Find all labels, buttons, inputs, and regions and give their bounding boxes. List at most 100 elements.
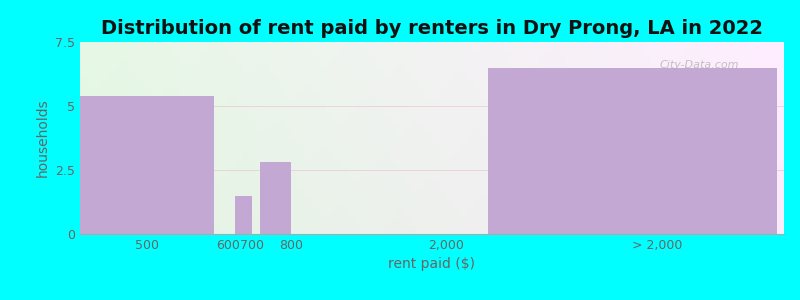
Bar <box>277 44 284 46</box>
Bar <box>671 205 678 207</box>
Bar <box>291 149 298 152</box>
Bar <box>482 75 488 76</box>
Bar <box>298 117 306 119</box>
Bar <box>298 57 306 59</box>
Bar <box>706 86 714 88</box>
Bar <box>101 61 108 63</box>
Bar <box>87 105 94 107</box>
Bar <box>193 79 200 80</box>
Bar <box>171 169 178 171</box>
Bar <box>601 46 608 48</box>
Bar <box>369 56 376 57</box>
Bar <box>214 228 221 230</box>
Bar <box>728 186 734 188</box>
Bar <box>482 228 488 230</box>
Bar <box>643 63 650 65</box>
Bar <box>362 148 369 149</box>
Bar <box>587 215 594 217</box>
Bar <box>298 59 306 61</box>
Bar <box>664 103 671 105</box>
Bar <box>242 59 249 61</box>
Bar <box>101 53 108 56</box>
Bar <box>404 153 411 155</box>
Bar <box>721 44 728 46</box>
Bar <box>734 119 742 121</box>
Bar <box>482 157 488 159</box>
Bar <box>538 107 545 109</box>
Bar <box>658 79 664 80</box>
Bar <box>650 111 658 113</box>
Bar <box>467 121 474 123</box>
Bar <box>474 220 482 223</box>
Bar <box>693 71 699 73</box>
Bar <box>214 79 221 80</box>
Bar <box>165 182 171 184</box>
Bar <box>186 130 193 132</box>
Bar <box>165 144 171 146</box>
Bar <box>770 67 777 69</box>
Bar <box>94 107 101 109</box>
Bar <box>382 197 390 200</box>
Bar <box>306 52 312 53</box>
Bar <box>538 171 545 172</box>
Bar <box>622 127 629 128</box>
Bar <box>256 107 263 109</box>
Bar <box>242 232 249 234</box>
Bar <box>256 123 263 124</box>
Bar <box>390 117 397 119</box>
Bar <box>706 230 714 232</box>
Bar <box>270 84 277 86</box>
Bar <box>150 79 158 80</box>
Bar <box>130 56 136 57</box>
Bar <box>658 175 664 176</box>
Bar <box>369 128 376 130</box>
Bar <box>580 94 587 96</box>
Bar <box>693 188 699 190</box>
Bar <box>115 73 122 75</box>
Bar <box>150 109 158 111</box>
Bar <box>749 123 756 124</box>
Bar <box>150 80 158 82</box>
Bar <box>714 111 721 113</box>
Bar <box>390 65 397 67</box>
Bar <box>636 44 643 46</box>
Bar <box>643 111 650 113</box>
Bar <box>277 190 284 192</box>
Bar <box>439 53 446 56</box>
Bar <box>671 103 678 105</box>
Bar <box>734 75 742 76</box>
Bar <box>158 213 165 215</box>
Bar <box>763 200 770 201</box>
Bar <box>326 215 334 217</box>
Bar <box>558 205 566 207</box>
Bar <box>699 71 706 73</box>
Bar <box>643 224 650 226</box>
Bar <box>482 124 488 127</box>
Bar <box>777 123 784 124</box>
Bar <box>721 201 728 203</box>
Bar <box>446 175 453 176</box>
Bar <box>608 215 615 217</box>
Bar <box>502 67 510 69</box>
Bar <box>552 132 558 134</box>
Bar <box>277 209 284 211</box>
Bar <box>460 107 467 109</box>
Bar <box>277 176 284 178</box>
Bar <box>334 142 341 144</box>
Bar <box>587 127 594 128</box>
Bar <box>721 178 728 180</box>
Bar <box>566 71 573 73</box>
Bar <box>706 192 714 194</box>
Bar <box>136 152 143 153</box>
Bar <box>756 50 763 52</box>
Bar <box>312 152 319 153</box>
Bar <box>235 188 242 190</box>
Bar <box>502 138 510 140</box>
Bar <box>699 88 706 90</box>
Bar <box>678 59 686 61</box>
Bar <box>108 109 115 111</box>
Bar <box>763 113 770 115</box>
Bar <box>439 186 446 188</box>
Bar <box>502 146 510 148</box>
Bar <box>87 128 94 130</box>
